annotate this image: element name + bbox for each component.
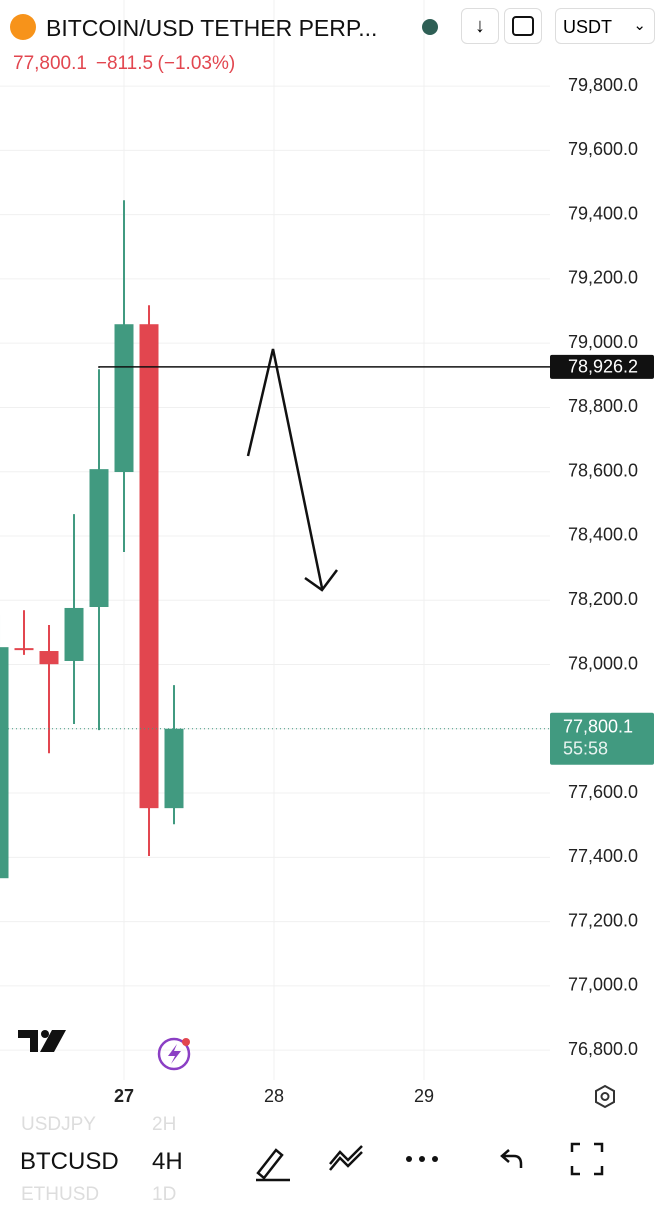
candle-body [0, 647, 9, 879]
change: −811.5 [95, 53, 154, 74]
candle-body [64, 607, 84, 661]
coin-icon [10, 14, 36, 40]
candle-body [39, 651, 59, 665]
y-tick-label: 76,800.0 [568, 1039, 638, 1059]
currency: USDT [563, 17, 612, 37]
y-tick-label: 79,600.0 [568, 139, 638, 159]
toolbar: USDJPY 2H BTCUSD 4H ETHUSD 1D [0, 1112, 662, 1205]
draw-tool[interactable] [256, 1148, 290, 1182]
y-tick-label: 79,200.0 [568, 268, 638, 288]
y-tick-label: 78,800.0 [568, 396, 638, 416]
prev-interval[interactable]: 2H [152, 1114, 177, 1135]
countdown: 55:58 [563, 739, 608, 759]
last-price: 77,800.1 [13, 53, 87, 74]
tv-logo [18, 1030, 66, 1052]
x-tick-label: 28 [264, 1086, 284, 1106]
y-tick-label: 77,600.0 [568, 782, 638, 802]
x-tick-label: 27 [114, 1086, 134, 1106]
status[interactable] [413, 10, 447, 44]
more[interactable] [406, 1156, 438, 1162]
price-label-bg [550, 712, 654, 765]
y-tick-label: 79,400.0 [568, 203, 638, 223]
interval[interactable]: 4H [152, 1148, 183, 1175]
y-tick-label: 77,000.0 [568, 975, 638, 995]
level-label: 78,926.2 [568, 357, 638, 377]
undo[interactable] [500, 1149, 523, 1168]
settings-icon[interactable] [595, 1084, 615, 1109]
candle-body [164, 728, 184, 809]
x-tick-label: 29 [414, 1086, 434, 1106]
grid: 76,800.0 77,000.0 77,200.0 77,400.0 77,600.0… [0, 0, 638, 1106]
drawn-arrow [246, 348, 338, 592]
symbol-title[interactable]: BITCOIN/USD TETHER PERP... [46, 15, 378, 41]
y-tick-label: 78,600.0 [568, 460, 638, 480]
level-line [98, 366, 550, 368]
y-tick-label: 78,400.0 [568, 525, 638, 545]
y-tick-label: 77,400.0 [568, 846, 638, 866]
trend-tool[interactable] [329, 1145, 363, 1171]
candle-body [139, 324, 159, 809]
candle-body [114, 324, 134, 473]
fullscreen[interactable] [570, 1142, 604, 1176]
quote: 77,800.1 −811.5 (−1.03%) [13, 53, 235, 75]
prev-symbol[interactable]: USDJPY [21, 1114, 96, 1135]
y-tick-label: 78,200.0 [568, 589, 638, 609]
change-pct: (−1.03%) [157, 53, 236, 74]
symbol[interactable]: BTCUSD [20, 1148, 119, 1175]
marks: 78,926.2 77,800.155:58 [0, 200, 654, 880]
price-label: 77,800.1 [563, 717, 633, 737]
currency-select[interactable]: USDT ⌄ [555, 8, 655, 44]
y-tick-label: 79,000.0 [568, 332, 638, 352]
lightning-icon[interactable] [157, 1037, 191, 1071]
y-tick-label: 78,000.0 [568, 653, 638, 673]
candle-body [89, 469, 109, 607]
y-tick-label: 77,200.0 [568, 910, 638, 930]
toolbar-icons [256, 1142, 604, 1182]
down-button[interactable]: ↓ [461, 8, 499, 44]
y-tick-label: 79,800.0 [568, 75, 638, 95]
fullscreen-button[interactable] [504, 8, 542, 44]
level-label-bg [550, 354, 654, 379]
candle-body [14, 648, 34, 651]
